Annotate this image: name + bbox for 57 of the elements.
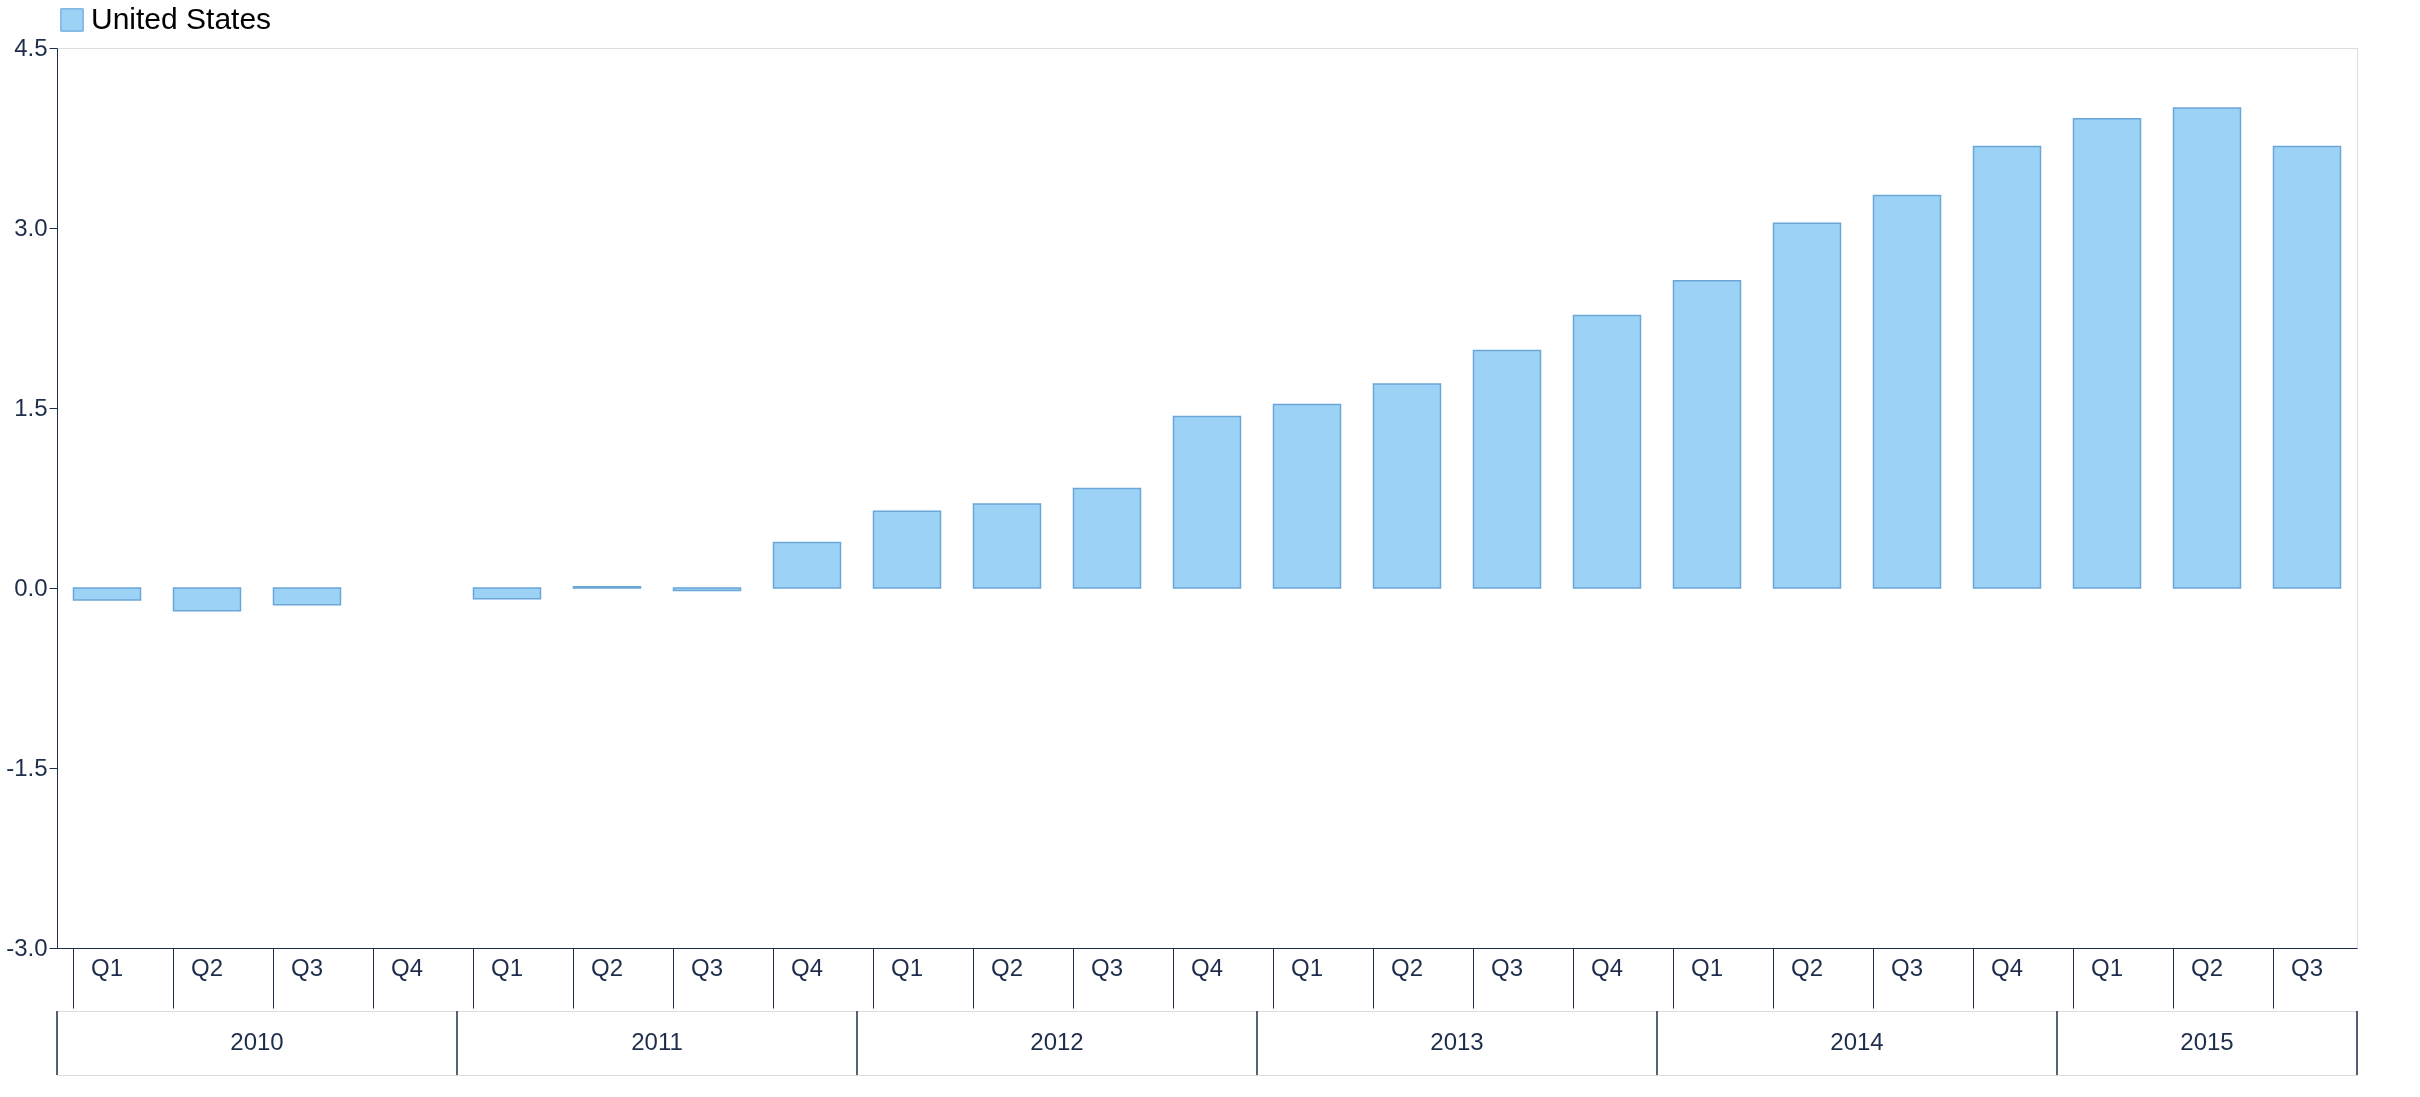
x-tick-label: Q1: [1690, 953, 1724, 981]
bar: [72, 587, 142, 601]
bar: [172, 587, 242, 612]
text: 2012: [1030, 1028, 1084, 1055]
bar: [772, 541, 842, 589]
bar: [2272, 145, 2342, 589]
x-tick-label: Q2: [990, 953, 1024, 981]
bar: [1972, 145, 2042, 589]
bar: [1572, 314, 1642, 589]
x-tick-label: Q4: [1990, 953, 2024, 981]
bar: [1072, 487, 1142, 589]
bar: [872, 510, 942, 589]
bar: [472, 587, 542, 600]
y-tick-label: -1.5: [6, 753, 48, 781]
bar: [1772, 222, 1842, 589]
x-tick-label: Q4: [790, 953, 824, 981]
x-tick-label: Q3: [2290, 953, 2324, 981]
y-tick-label: 4.5: [14, 33, 48, 61]
bar: [1272, 403, 1342, 589]
x-tick-label: Q2: [1390, 953, 1424, 981]
x-tick-label: Q3: [1890, 953, 1924, 981]
y-tick-label: 1.5: [14, 393, 48, 421]
bar: [1172, 415, 1242, 589]
text: 2015: [2180, 1028, 2234, 1055]
bar: [2072, 118, 2142, 589]
text: 2014: [1830, 1028, 1884, 1055]
x-tick-label: Q1: [1290, 953, 1324, 981]
text: 2011: [631, 1028, 683, 1055]
x-tick-label: Q3: [1090, 953, 1124, 981]
text: 2013: [1430, 1028, 1484, 1055]
x-tick-label: Q2: [590, 953, 624, 981]
x-tick-label: Q2: [1790, 953, 1824, 981]
x-tick-label: Q2: [190, 953, 224, 981]
x-tick-label: Q3: [1490, 953, 1524, 981]
bar: [1372, 383, 1442, 589]
x-tick-label: Q1: [2090, 953, 2124, 981]
bar: [1472, 349, 1542, 589]
text: 2010: [230, 1028, 284, 1055]
bar: [1872, 194, 1942, 589]
bar: [1672, 280, 1742, 589]
bar: [2172, 107, 2242, 589]
x-tick-label: Q3: [690, 953, 724, 981]
bar: [672, 587, 742, 592]
x-tick-label: Q4: [1190, 953, 1224, 981]
x-tick-label: Q1: [890, 953, 924, 981]
x-tick-label: Q4: [390, 953, 424, 981]
bar: [972, 503, 1042, 589]
y-tick-label: 0.0: [14, 573, 48, 601]
bar: [272, 587, 342, 606]
x-tick-label: Q1: [490, 953, 524, 981]
x-tick-label: Q4: [1590, 953, 1624, 981]
x-tick-label: Q3: [290, 953, 324, 981]
x-tick-label: Q1: [90, 953, 124, 981]
x-tick-label: Q2: [2190, 953, 2224, 981]
legend-label: United States: [91, 2, 272, 35]
y-tick-label: 3.0: [14, 213, 48, 241]
y-tick-label: -3.0: [6, 933, 48, 961]
